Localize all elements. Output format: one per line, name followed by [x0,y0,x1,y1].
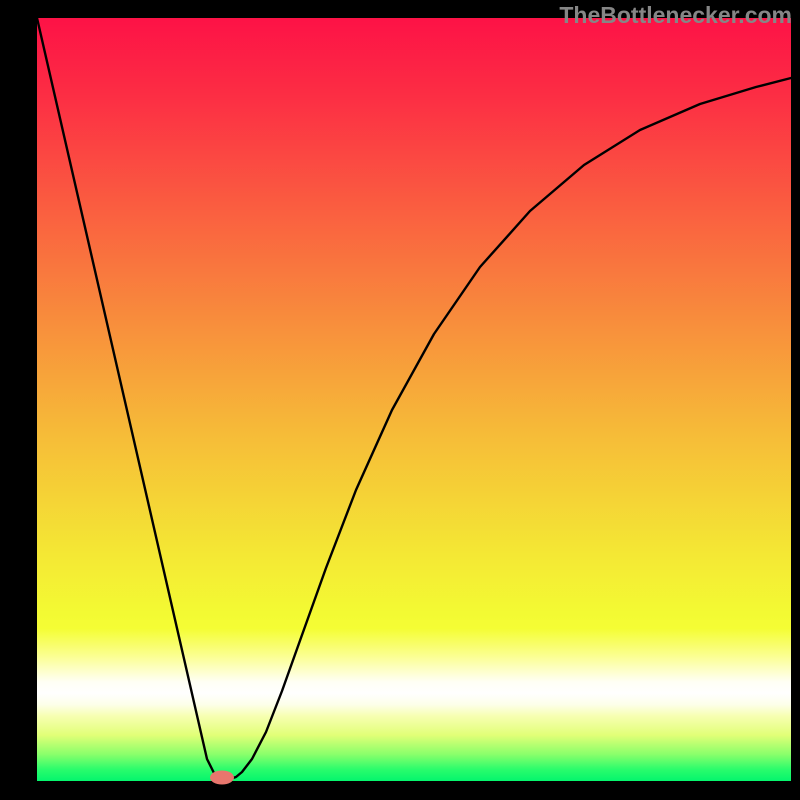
chart-container: TheBottlenecker.com [0,0,800,800]
watermark-text: TheBottlenecker.com [559,2,792,29]
chart-svg [0,0,800,800]
optimal-point-marker [210,771,234,785]
bottleneck-curve [37,18,791,779]
